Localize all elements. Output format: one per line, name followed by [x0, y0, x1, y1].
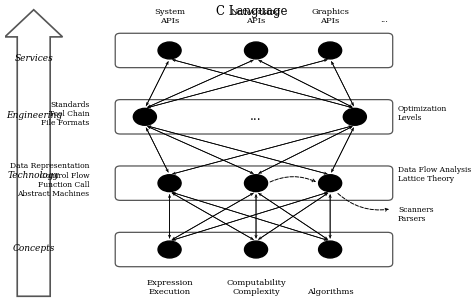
- Text: Services: Services: [14, 54, 53, 62]
- Circle shape: [158, 175, 181, 191]
- Text: Data Flow Analysis
Lattice Theory: Data Flow Analysis Lattice Theory: [398, 165, 471, 183]
- Circle shape: [245, 175, 267, 191]
- Circle shape: [319, 241, 342, 258]
- Text: ...: ...: [250, 110, 262, 123]
- Circle shape: [343, 108, 366, 125]
- Circle shape: [158, 241, 181, 258]
- Circle shape: [133, 108, 156, 125]
- Text: Computability
Complexity: Computability Complexity: [226, 279, 286, 296]
- Text: C Language: C Language: [216, 5, 288, 18]
- Circle shape: [158, 42, 181, 59]
- Text: Graphics
APIs: Graphics APIs: [311, 8, 349, 25]
- Circle shape: [245, 42, 267, 59]
- Text: Engineering: Engineering: [6, 111, 62, 120]
- Circle shape: [319, 175, 342, 191]
- Circle shape: [319, 42, 342, 59]
- Text: Concepts: Concepts: [12, 244, 55, 252]
- Text: Algorithms: Algorithms: [307, 288, 354, 296]
- Circle shape: [245, 241, 267, 258]
- Text: Scanners
Parsers: Scanners Parsers: [398, 206, 434, 223]
- Text: Expression
Execution: Expression Execution: [146, 279, 193, 296]
- Text: Data Representation
Control Flow
Function Call
Abstract Machines: Data Representation Control Flow Functio…: [10, 162, 89, 198]
- Text: System
APIs: System APIs: [154, 8, 185, 25]
- Text: Networking
APIs: Networking APIs: [231, 8, 281, 25]
- Text: Standards
Tool Chain
File Formats: Standards Tool Chain File Formats: [41, 101, 89, 127]
- Text: Technology: Technology: [8, 171, 60, 180]
- Text: Optimization
Levels: Optimization Levels: [398, 105, 447, 122]
- Text: ...: ...: [380, 16, 388, 24]
